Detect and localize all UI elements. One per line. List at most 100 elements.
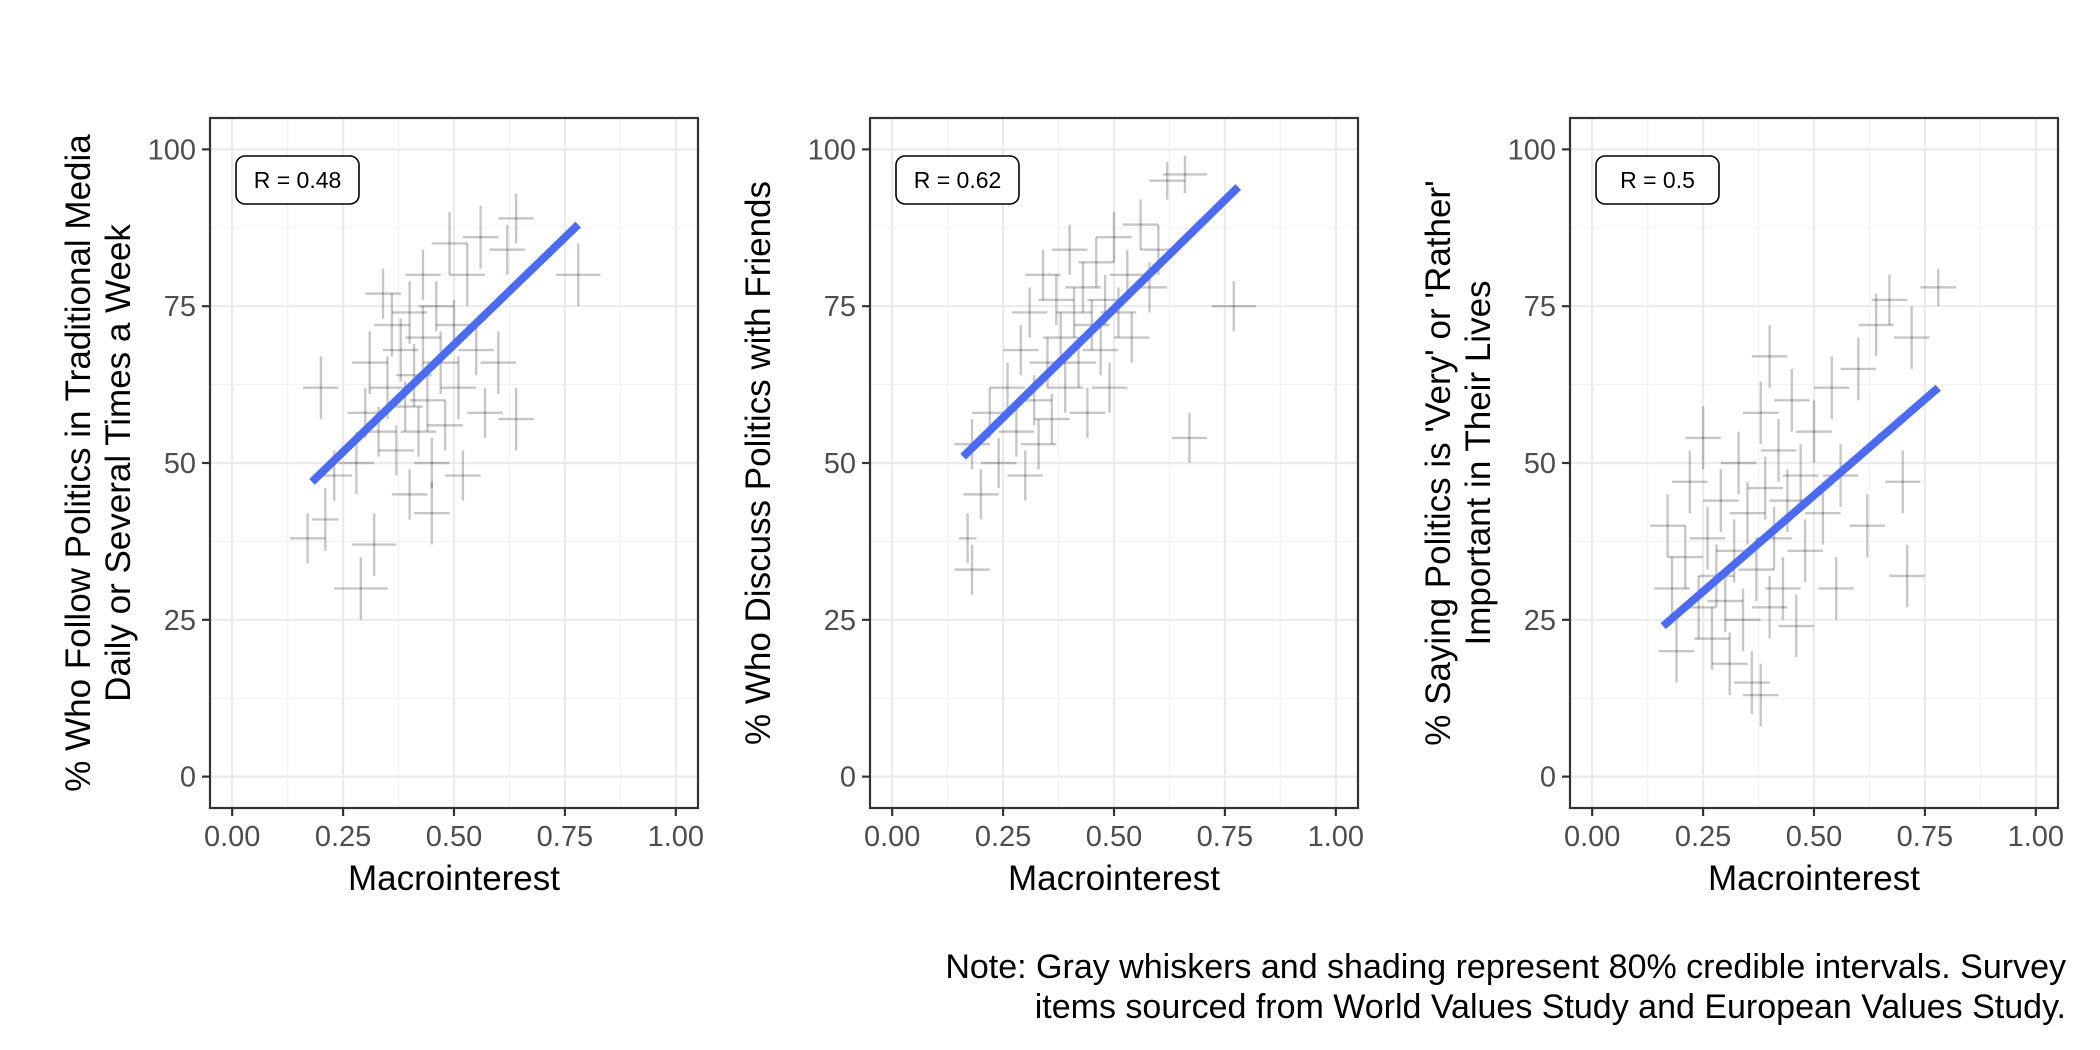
data-point	[998, 406, 1035, 457]
x-tick-label: 0.00	[1564, 821, 1620, 853]
data-point	[378, 425, 415, 476]
trend-line	[309, 221, 581, 485]
data-point	[1711, 632, 1748, 696]
data-point	[1889, 544, 1925, 608]
data-point	[1840, 337, 1877, 401]
r-annotation: R = 0.62	[895, 155, 1020, 205]
data-point	[1658, 619, 1695, 683]
data-point	[1043, 312, 1079, 363]
data-point	[1007, 450, 1044, 501]
data-point	[1703, 469, 1739, 532]
y-axis-title-line: Important in Their Lives	[1459, 280, 1498, 645]
data-point	[1778, 594, 1814, 658]
data-point	[374, 293, 410, 357]
data-point	[400, 406, 437, 457]
x-tick-label: 0.00	[864, 821, 920, 853]
y-tick-label: 25	[824, 605, 856, 637]
x-tick-label: 0.00	[204, 821, 260, 853]
data-point	[391, 469, 428, 520]
data-point	[1729, 481, 1766, 545]
data-point	[1162, 155, 1208, 194]
data-point	[445, 450, 481, 501]
data-point	[1849, 494, 1885, 558]
data-point	[498, 193, 534, 244]
data-point	[405, 249, 441, 300]
panel-1: 0.00 0.25 0.50 0.75 1.00 0 25 50 75 100 Macrointer…	[59, 116, 704, 898]
data-point	[1751, 325, 1788, 388]
data-point	[1893, 306, 1930, 369]
r-annotation-label: R = 0.48	[254, 167, 342, 193]
data-point	[1211, 281, 1256, 332]
x-tick-label: 1.00	[1308, 821, 1364, 853]
r-annotation-box	[235, 155, 360, 205]
trend-line	[960, 184, 1242, 460]
data-point	[1765, 557, 1801, 620]
r-annotation-box	[895, 155, 1020, 205]
data-point	[1787, 519, 1823, 583]
data-point	[1743, 381, 1779, 445]
data-point	[427, 400, 463, 451]
data-point	[1025, 249, 1061, 300]
y-tick-label: 50	[824, 448, 856, 480]
data-point	[409, 368, 446, 432]
panel-2: 0.00 0.25 0.50 0.75 1.00 0 25 50 75 100 Macrointer…	[739, 116, 1364, 898]
x-tick-label: 0.75	[537, 821, 593, 853]
data-point	[1694, 607, 1730, 670]
caption-line-1: Note: Gray whiskers and shading represen…	[945, 948, 2066, 986]
data-point	[1707, 569, 1744, 633]
y-axis-title: % Who Follow Politics in Traditional Med…	[59, 134, 138, 792]
data-point	[1078, 237, 1114, 288]
y-tick-label: 50	[1524, 448, 1556, 480]
y-axis-title-line: % Who Discuss Politics with Friends	[739, 181, 778, 745]
x-tick-label: 0.25	[1675, 821, 1731, 853]
r-annotation: R = 0.5	[1595, 155, 1720, 205]
y-tick-label: 50	[164, 448, 196, 480]
data-point	[989, 362, 1026, 413]
y-tick-label: 100	[808, 134, 856, 166]
data-point	[383, 318, 419, 382]
y-axis-title-line: % Who Follow Politics in Traditional Med…	[59, 134, 98, 792]
y-tick-label: 75	[824, 291, 856, 323]
r-annotation: R = 0.48	[235, 155, 360, 205]
data-point	[1051, 224, 1088, 275]
data-point	[1038, 274, 1075, 325]
r-annotation-label: R = 0.62	[914, 167, 1002, 193]
y-tick-label: 25	[164, 605, 196, 637]
x-axis-title: Macrointerest	[348, 859, 560, 898]
data-point	[1884, 450, 1921, 514]
x-tick-label: 0.25	[315, 821, 371, 853]
data-point	[1065, 262, 1101, 313]
y-tick-label: 0	[840, 762, 856, 794]
x-tick-label: 1.00	[2008, 821, 2064, 853]
caption-line-2: items sourced from World Values Study an…	[1034, 988, 2066, 1026]
data-point	[954, 544, 990, 595]
x-axis-title: Macrointerest	[1708, 859, 1920, 898]
y-tick-label: 100	[1508, 134, 1556, 166]
data-point	[1871, 274, 1908, 325]
data-point	[1171, 412, 1208, 463]
data-point	[312, 488, 339, 551]
y-axis-title-line: % Saying Politics is 'Very' or 'Rather'	[1419, 180, 1458, 746]
r-annotation-label: R = 0.5	[1620, 167, 1695, 193]
data-point	[391, 281, 428, 344]
data-point	[556, 243, 601, 307]
data-point	[1720, 431, 1757, 495]
y-tick-label: 75	[1524, 291, 1556, 323]
x-tick-label: 0.75	[1897, 821, 1953, 853]
y-tick-label: 25	[1524, 605, 1556, 637]
data-point	[351, 331, 388, 394]
x-tick-label: 0.75	[1197, 821, 1253, 853]
data-point	[1818, 557, 1854, 620]
data-point	[418, 281, 454, 332]
x-tick-label: 0.50	[426, 821, 482, 853]
data-point	[303, 356, 339, 420]
y-axis-title: % Saying Politics is 'Very' or 'Rather'I…	[1419, 180, 1498, 746]
data-point	[1003, 325, 1039, 376]
x-axis-title: Macrointerest	[1008, 859, 1220, 898]
data-point	[414, 437, 450, 489]
data-point	[462, 205, 499, 269]
y-tick-label: 0	[1540, 762, 1556, 794]
data-point	[458, 325, 494, 376]
data-point	[1751, 575, 1788, 639]
